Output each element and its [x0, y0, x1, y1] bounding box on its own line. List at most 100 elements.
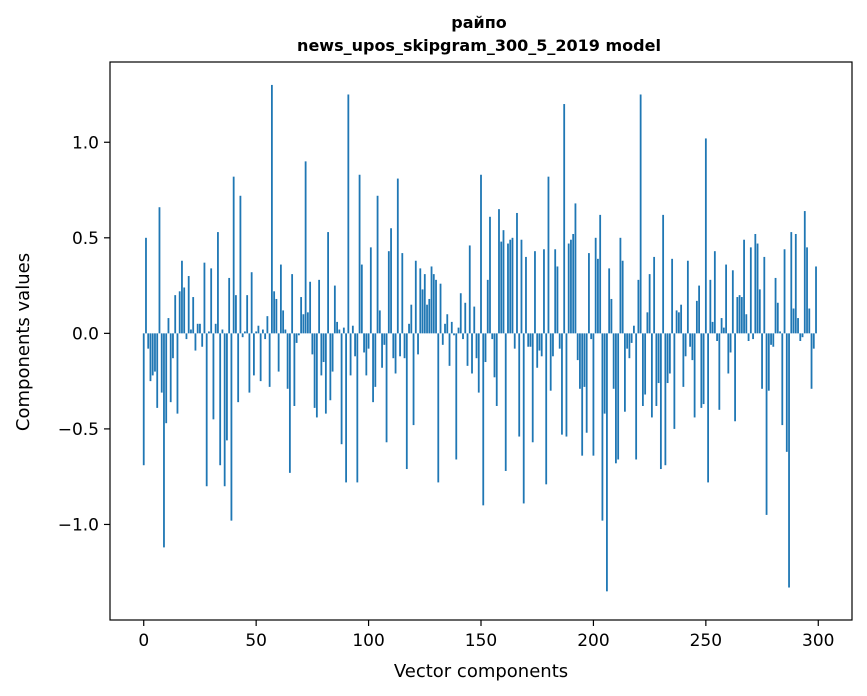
bar-109 [387, 251, 390, 334]
bar-201 [594, 237, 597, 334]
bar-258 [722, 327, 725, 334]
bar-1 [145, 237, 147, 334]
bar-153 [486, 279, 489, 334]
bar-273 [756, 243, 759, 334]
y-axis-label: Components values [13, 253, 34, 431]
bar-167 [518, 333, 521, 437]
bar-296 [808, 308, 811, 334]
bar-55 [266, 316, 269, 334]
x-tick-label: 250 [690, 631, 722, 651]
bar-132 [439, 283, 442, 334]
bar-225 [648, 274, 651, 334]
bar-278 [767, 333, 770, 391]
bar-27 [203, 262, 206, 334]
bar-211 [617, 333, 620, 460]
bar-259 [725, 264, 727, 334]
bar-53 [262, 329, 264, 334]
bar-4 [151, 333, 154, 376]
bar-106 [381, 333, 383, 368]
bar-135 [446, 314, 449, 334]
bar-205 [603, 333, 606, 414]
bar-162 [507, 243, 509, 334]
bar-282 [776, 302, 779, 334]
bar-288 [790, 232, 793, 334]
bar-131 [437, 333, 440, 483]
bar-235 [671, 258, 674, 334]
bar-59 [275, 298, 278, 334]
bar-69 [297, 333, 300, 336]
bar-261 [729, 333, 732, 353]
bar-73 [306, 312, 309, 334]
bar-206 [606, 333, 608, 592]
bar-161 [504, 333, 507, 471]
bar-256 [718, 333, 721, 410]
bar-37 [226, 333, 228, 441]
bar-184 [556, 266, 559, 334]
bar-160 [502, 230, 505, 334]
bar-169 [522, 333, 525, 504]
bar-289 [792, 308, 795, 334]
bar-113 [396, 178, 399, 334]
bar-2 [147, 333, 150, 349]
bar-68 [295, 333, 298, 343]
x-axis-label: Vector components [394, 661, 568, 682]
bar-43 [239, 195, 242, 334]
plot-frame [109, 61, 853, 621]
bar-194 [579, 333, 581, 389]
bar-51 [257, 325, 260, 334]
bar-198 [588, 253, 590, 334]
bar-25 [199, 323, 201, 334]
bar-272 [754, 233, 757, 334]
bar-137 [450, 321, 453, 334]
bar-84 [331, 333, 334, 372]
bar-96 [358, 174, 361, 334]
bar-130 [435, 279, 437, 334]
bar-13 [172, 333, 174, 359]
bar-57 [270, 84, 273, 334]
bar-105 [378, 310, 381, 334]
bar-88 [340, 333, 343, 445]
bar-264 [736, 297, 739, 334]
bar-224 [646, 312, 649, 334]
bar-250 [704, 138, 707, 334]
bar-18 [183, 287, 186, 334]
bar-7 [158, 207, 161, 334]
bar-100 [367, 333, 370, 349]
bar-233 [666, 333, 669, 384]
bar-111 [392, 333, 395, 359]
bar-203 [599, 214, 602, 334]
bar-127 [428, 298, 431, 334]
bar-176 [538, 333, 541, 351]
x-tick-label: 300 [802, 631, 834, 651]
bar-207 [608, 268, 611, 334]
bar-193 [576, 333, 579, 361]
bar-241 [684, 333, 687, 357]
bar-221 [639, 94, 642, 334]
bar-209 [612, 333, 615, 389]
bar-152 [484, 333, 487, 363]
bar-245 [693, 333, 696, 418]
bar-122 [417, 333, 419, 355]
bar-190 [570, 239, 572, 334]
bar-90 [345, 333, 347, 483]
bar-80 [322, 333, 325, 363]
bar-19 [185, 333, 188, 340]
bar-95 [356, 333, 359, 483]
bar-119 [410, 304, 413, 334]
bar-30 [210, 268, 213, 334]
bar-146 [471, 333, 473, 374]
bar-214 [624, 333, 626, 412]
bar-71 [302, 314, 305, 334]
bar-39 [230, 333, 233, 521]
bar-125 [423, 274, 426, 334]
bar-65 [288, 333, 291, 473]
bar-254 [713, 251, 716, 334]
bar-128 [430, 266, 433, 334]
bar-220 [637, 279, 640, 334]
bar-93 [351, 325, 354, 334]
bar-210 [615, 333, 617, 464]
bar-178 [543, 249, 545, 334]
bar-34 [219, 333, 222, 466]
bar-274 [758, 289, 761, 334]
